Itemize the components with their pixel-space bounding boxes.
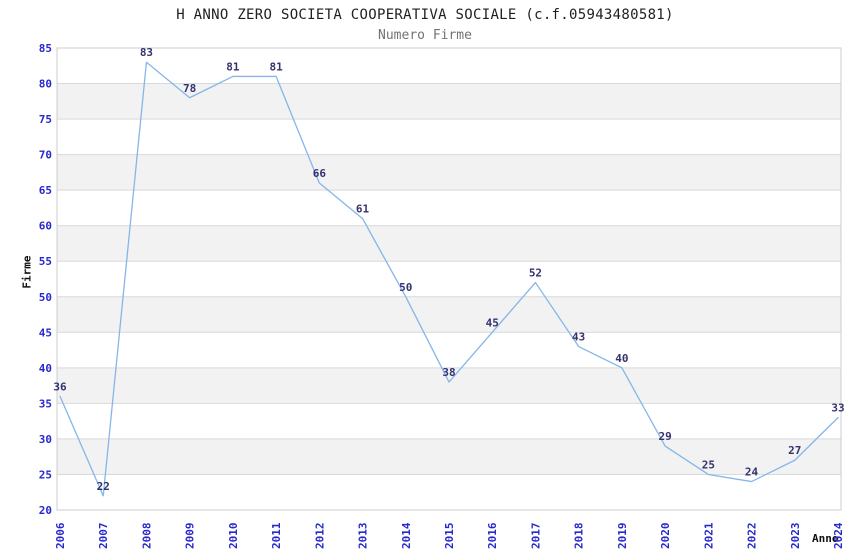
x-tick-label: 2016	[486, 522, 499, 549]
x-tick-label: 2011	[270, 522, 283, 549]
y-tick-label: 75	[39, 113, 52, 126]
chart-subtitle: Numero Firme	[378, 28, 472, 43]
x-tick-label: 2017	[529, 523, 542, 550]
data-label: 36	[53, 380, 67, 393]
data-label: 81	[269, 60, 283, 73]
y-tick-label: 20	[39, 504, 52, 517]
plot-band	[57, 367, 841, 404]
y-tick-label: 30	[39, 433, 52, 446]
plot-band	[57, 154, 841, 191]
data-label: 61	[356, 203, 370, 216]
y-tick-label: 55	[39, 255, 52, 268]
data-label: 52	[529, 267, 542, 280]
x-tick-label: 2009	[184, 523, 197, 550]
x-tick-label: 2007	[97, 523, 110, 550]
y-tick-label: 35	[39, 397, 52, 410]
plot-band	[57, 438, 841, 475]
x-tick-label: 2019	[616, 523, 629, 550]
data-label: 43	[572, 331, 585, 344]
plot-band	[57, 83, 841, 120]
plot-border	[56, 47, 842, 511]
x-tick-label: 2023	[789, 523, 802, 550]
x-tick-label: 2018	[573, 523, 586, 550]
x-tick-label: 2014	[400, 522, 413, 549]
x-tick-label: 2020	[659, 523, 672, 550]
x-tick-label: 2008	[140, 523, 153, 550]
y-tick-label: 70	[39, 149, 52, 162]
y-tick-label: 80	[39, 78, 52, 91]
data-label: 22	[97, 480, 110, 493]
data-label: 38	[442, 366, 455, 379]
x-tick-label: 2021	[702, 522, 715, 549]
plot-band	[57, 225, 841, 262]
data-label: 29	[658, 430, 671, 443]
y-tick-label: 40	[39, 362, 52, 375]
data-label: 66	[313, 167, 327, 180]
data-label: 78	[183, 82, 196, 95]
y-tick-label: 50	[39, 291, 52, 304]
data-label: 24	[745, 466, 759, 479]
x-tick-label: 2022	[746, 523, 759, 550]
x-tick-label: 2006	[54, 522, 67, 549]
data-label: 25	[702, 458, 715, 471]
data-label: 83	[140, 46, 153, 59]
x-tick-label: 2013	[357, 523, 370, 550]
chart-title: H ANNO ZERO SOCIETA COOPERATIVA SOCIALE …	[176, 7, 674, 23]
data-label: 81	[226, 60, 240, 73]
y-tick-label: 65	[39, 184, 52, 197]
data-line	[59, 61, 839, 497]
data-label: 40	[615, 352, 628, 365]
y-tick-label: 45	[39, 326, 52, 339]
x-tick-label: 2012	[313, 523, 326, 550]
data-label: 45	[486, 316, 499, 329]
x-axis-title: Anno	[812, 532, 839, 545]
y-tick-label: 85	[39, 42, 52, 55]
x-tick-label: 2024	[832, 522, 845, 549]
x-tick-label: 2010	[227, 523, 240, 550]
plot-band	[57, 296, 841, 333]
y-tick-label: 25	[39, 468, 52, 481]
data-label: 33	[831, 402, 844, 415]
data-label: 50	[399, 281, 412, 294]
y-tick-label: 60	[39, 220, 52, 233]
x-tick-label: 2015	[443, 523, 456, 550]
data-label: 27	[788, 444, 801, 457]
